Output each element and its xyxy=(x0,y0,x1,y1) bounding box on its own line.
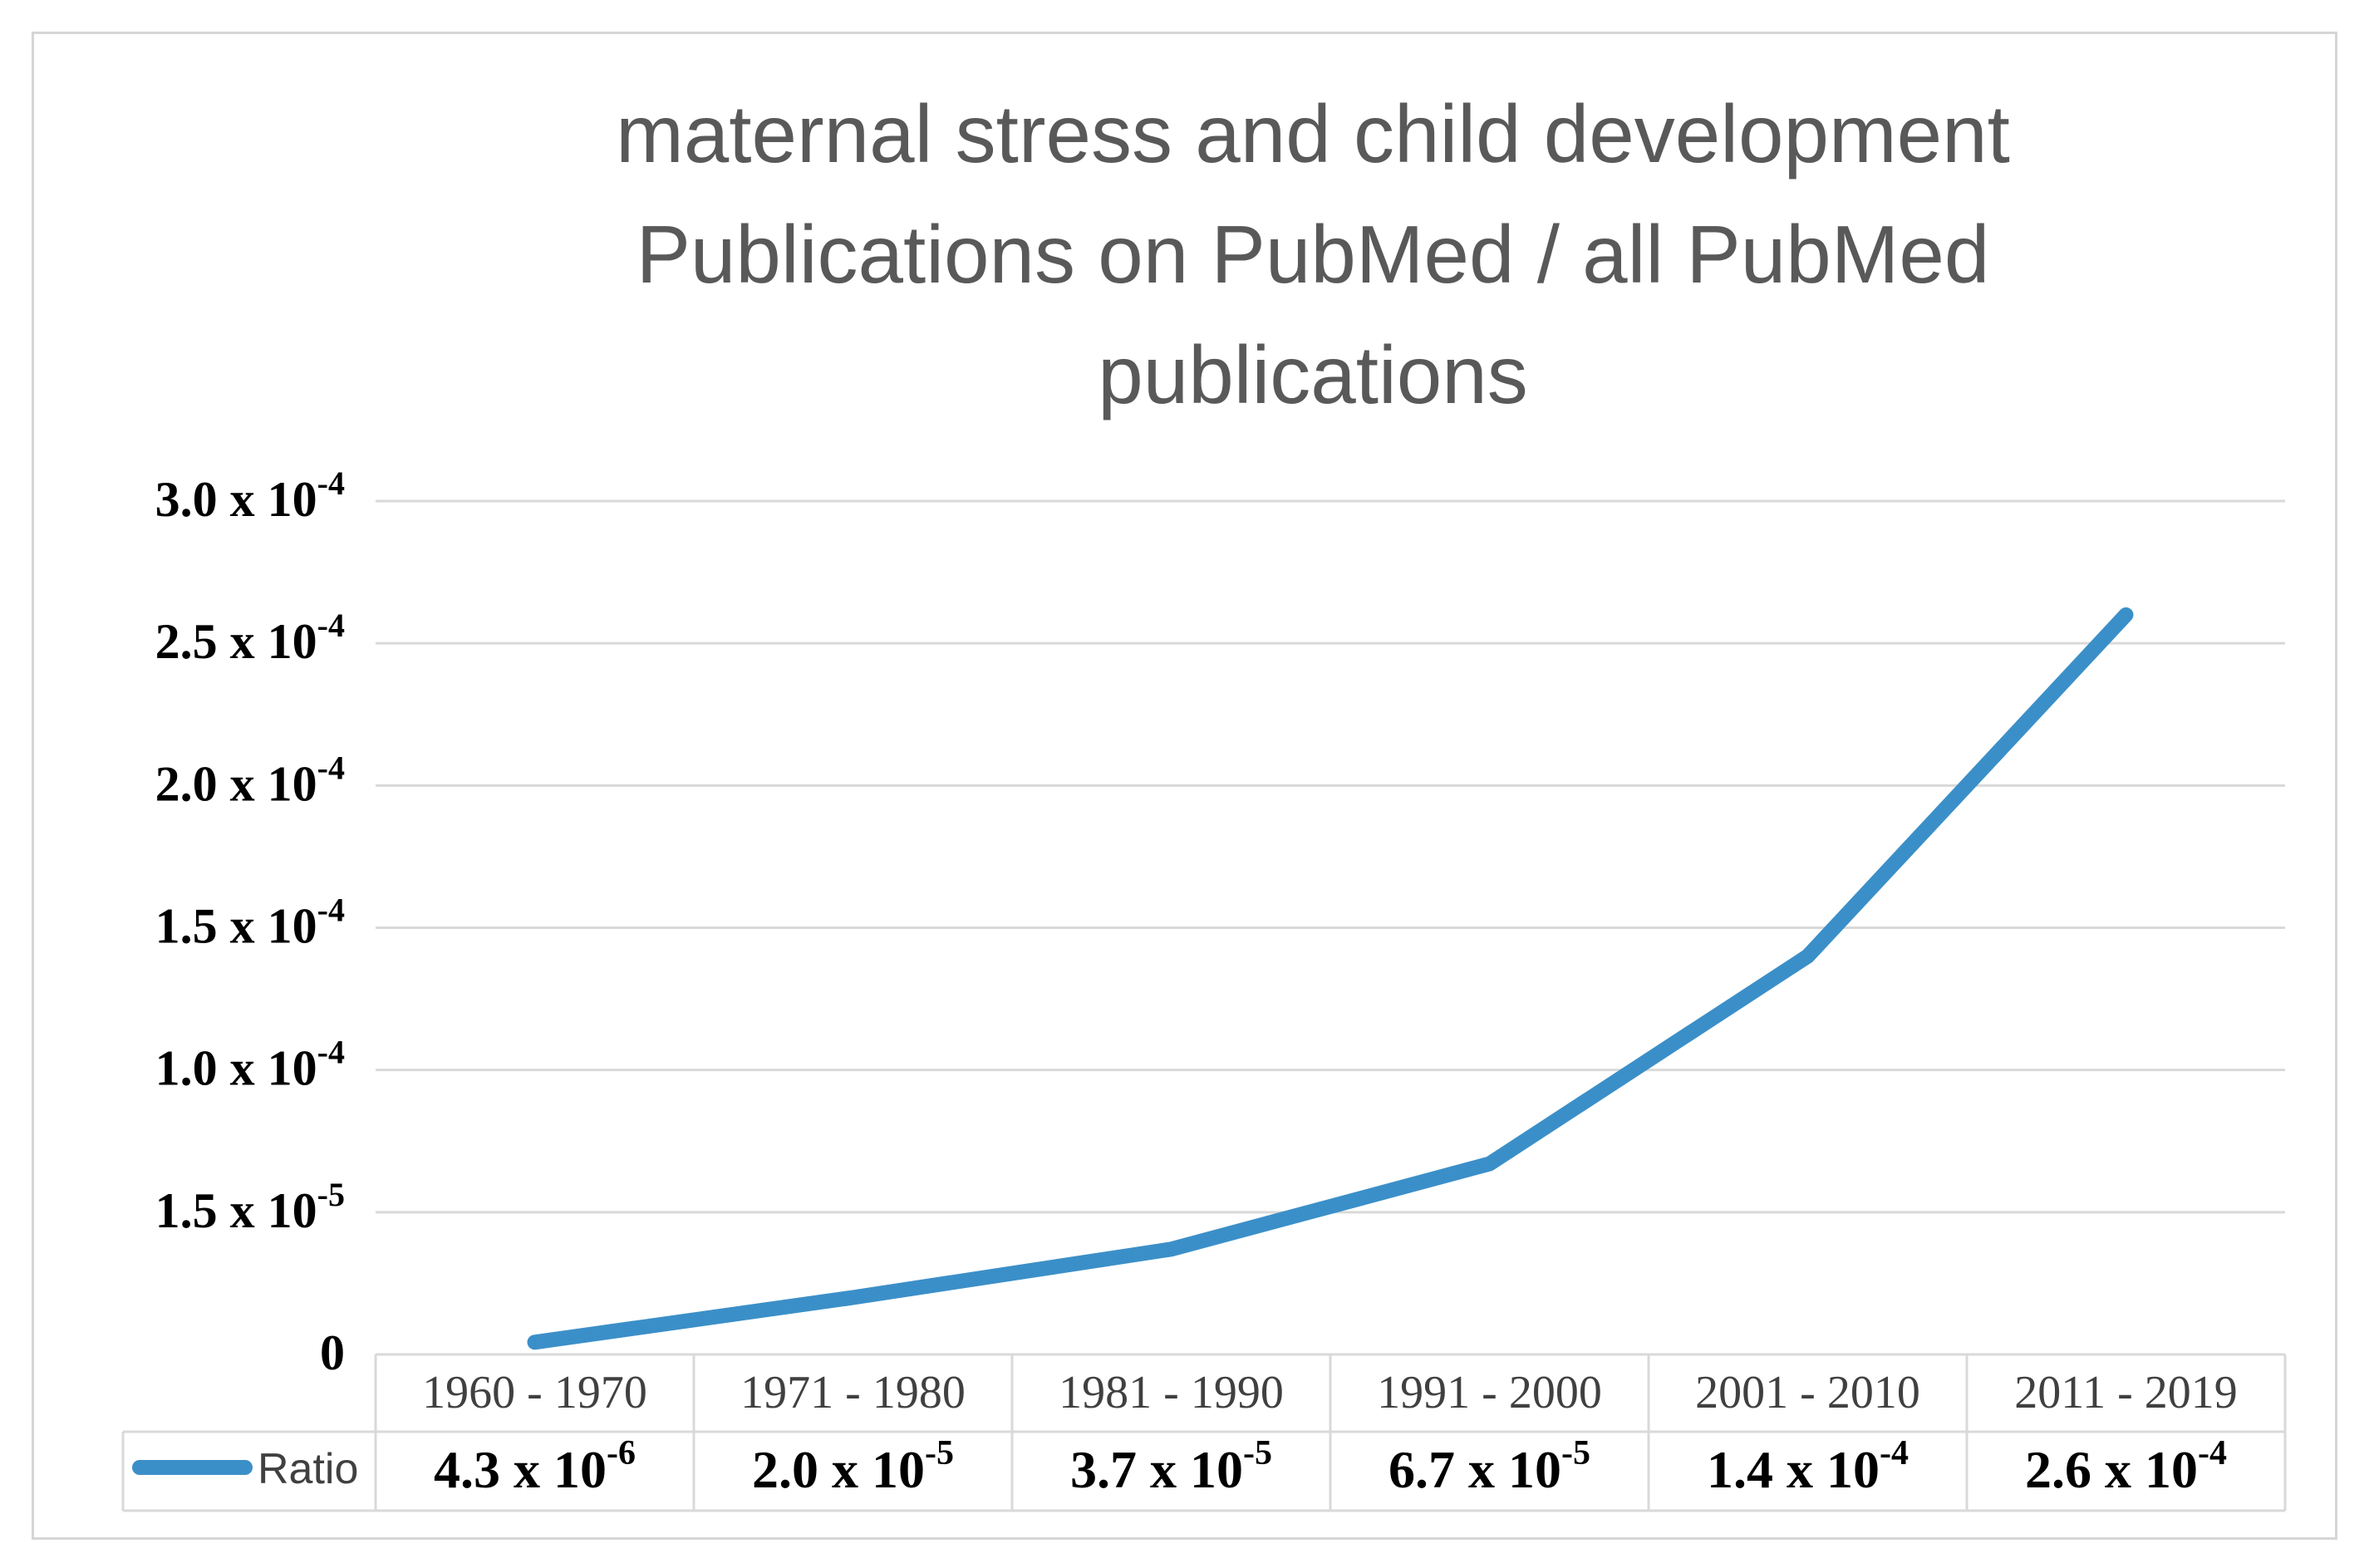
chart-title-line-3: publications xyxy=(1098,329,1528,420)
y-tick-label: 1.0 x 10-4 xyxy=(155,1034,345,1096)
chart-title-line-2: Publications on PubMed / all PubMed xyxy=(636,209,1990,300)
data-value-label: 2.6 x 10-4 xyxy=(2025,1434,2227,1499)
data-point xyxy=(1806,955,1809,957)
y-tick-label: 1.5 x 10-5 xyxy=(155,1176,345,1238)
data-point xyxy=(852,1296,854,1299)
x-category-label: 2011 - 2019 xyxy=(2014,1367,2238,1418)
x-category-label: 1991 - 2000 xyxy=(1377,1367,1602,1418)
y-tick-label: 1.5 x 10-4 xyxy=(155,892,345,954)
data-point xyxy=(533,1341,536,1344)
chart-title: maternal stress and child development Pu… xyxy=(616,88,2010,420)
x-category-label: 2001 - 2010 xyxy=(1695,1367,1920,1418)
gridlines xyxy=(376,499,2285,1214)
data-table: 1960 - 1970 1971 - 1980 1981 - 1990 1991 - … xyxy=(121,1353,2287,1512)
data-value-label: 1.4 x 10-4 xyxy=(1707,1434,1909,1499)
data-point xyxy=(2125,613,2127,616)
y-tick-label: 2.0 x 10-4 xyxy=(155,749,345,811)
data-value-label: 4.3 x 10-6 xyxy=(434,1434,636,1499)
series-line-group xyxy=(527,607,2134,1350)
y-tick-label: 0 xyxy=(320,1325,345,1380)
x-category-label: 1971 - 1980 xyxy=(740,1367,966,1418)
y-tick-label: 2.5 x 10-4 xyxy=(155,607,345,669)
data-point xyxy=(1170,1248,1172,1251)
chart-title-line-1: maternal stress and child development xyxy=(616,88,2010,179)
x-category-label: 1960 - 1970 xyxy=(422,1367,647,1418)
legend-label: Ratio xyxy=(258,1445,358,1493)
data-value-label: 3.7 x 10-5 xyxy=(1070,1434,1272,1499)
y-tick-label: 3.0 x 10-4 xyxy=(155,465,345,527)
data-point xyxy=(1488,1162,1491,1165)
series-line-ratio xyxy=(527,607,2134,1350)
data-value-label: 6.7 x 10-5 xyxy=(1388,1434,1590,1499)
y-axis-ticks: 0 1.5 x 10-5 1.0 x 10-4 1.5 x 10-4 2.0 x 10-… xyxy=(155,465,345,1380)
data-value-label: 2.0 x 10-5 xyxy=(752,1434,954,1499)
x-category-label: 1981 - 1990 xyxy=(1059,1367,1284,1418)
